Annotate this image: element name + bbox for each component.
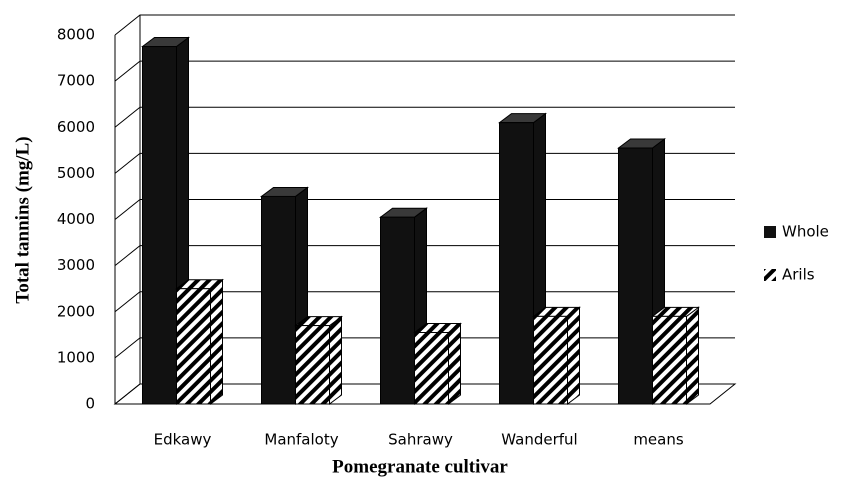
bar [176, 288, 211, 405]
legend-swatch [764, 269, 776, 281]
y-tick-label: 7000 [57, 72, 95, 90]
x-tick-label: Wanderful [501, 431, 577, 449]
y-tick-label: 4000 [57, 210, 95, 228]
x-tick-label: Sahrawy [388, 431, 453, 449]
y-tick-label: 3000 [57, 256, 95, 274]
bar [414, 332, 449, 405]
bar [618, 147, 653, 405]
bar [652, 315, 687, 405]
bar [533, 315, 568, 405]
bar [142, 46, 177, 405]
x-axis-title: Pomegranate cultivar [332, 456, 508, 477]
y-tick-label: 2000 [57, 302, 95, 320]
bar [499, 122, 534, 405]
legend-label: Arils [782, 266, 815, 284]
bar-side [686, 306, 699, 405]
bar [380, 216, 415, 405]
bar [295, 325, 330, 405]
y-tick-label: 5000 [57, 164, 95, 182]
bar [261, 195, 296, 405]
x-tick-label: means [633, 431, 684, 449]
legend-swatch [764, 226, 776, 238]
y-tick-label: 0 [85, 395, 95, 413]
bar-side [448, 322, 461, 405]
y-tick-label: 1000 [57, 348, 95, 366]
y-tick-label: 6000 [57, 118, 95, 136]
x-tick-label: Edkawy [154, 431, 212, 449]
legend-label: Whole [782, 223, 829, 241]
grid-line [114, 60, 735, 82]
bar-side [329, 315, 342, 405]
y-tick-label: 8000 [57, 26, 95, 44]
grid-line [114, 106, 735, 128]
y-axis-title: Total tannins (mg/L) [12, 136, 33, 303]
x-tick-label: Manfaloty [264, 431, 338, 449]
grid-line [114, 14, 735, 36]
bar-side [210, 278, 223, 405]
bar-side [567, 306, 580, 405]
